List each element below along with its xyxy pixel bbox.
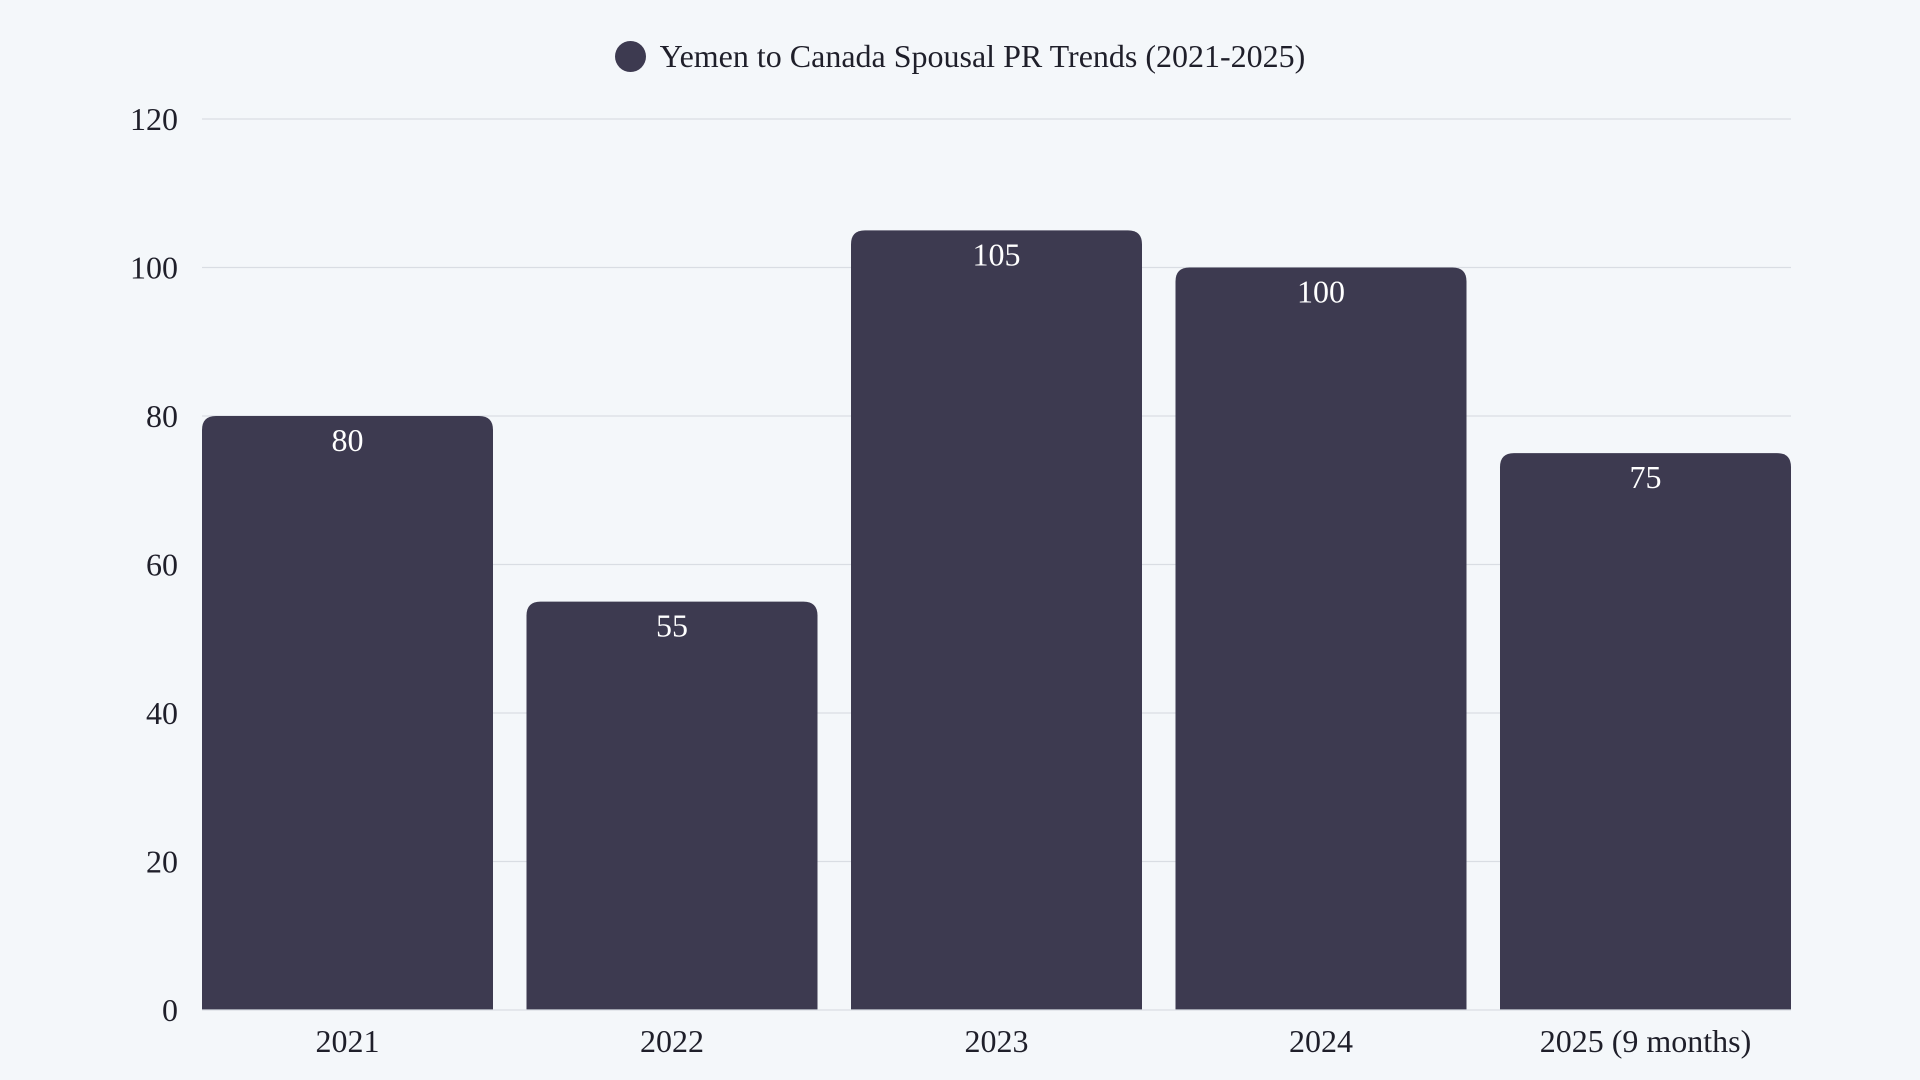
legend-marker (614, 41, 646, 72)
bar (1500, 453, 1791, 1010)
x-tick-label: 2025 (9 months) (1540, 1023, 1752, 1059)
y-tick-label: 0 (162, 992, 178, 1028)
data-label: 100 (1297, 274, 1345, 310)
x-tick-label: 2022 (640, 1023, 704, 1059)
y-tick-label: 60 (146, 547, 178, 583)
y-tick-label: 120 (130, 101, 178, 137)
data-label: 80 (332, 422, 364, 458)
legend-label: Yemen to Canada Spousal PR Trends (2021-… (659, 38, 1306, 74)
data-label: 55 (656, 608, 688, 644)
y-tick-label: 40 (146, 695, 178, 731)
legend: Yemen to Canada Spousal PR Trends (2021-… (0, 38, 1920, 75)
bar (526, 601, 818, 1010)
x-tick-label: 2023 (965, 1023, 1029, 1059)
y-tick-label: 100 (130, 250, 178, 286)
y-tick-label: 20 (146, 844, 178, 880)
bar (202, 416, 493, 1010)
x-tick-label: 2021 (316, 1023, 380, 1059)
bar (1175, 267, 1467, 1010)
x-tick-label: 2024 (1289, 1023, 1353, 1059)
data-label: 105 (973, 236, 1021, 272)
y-tick-label: 80 (146, 398, 178, 434)
bar (851, 230, 1142, 1010)
data-label: 75 (1630, 459, 1662, 495)
